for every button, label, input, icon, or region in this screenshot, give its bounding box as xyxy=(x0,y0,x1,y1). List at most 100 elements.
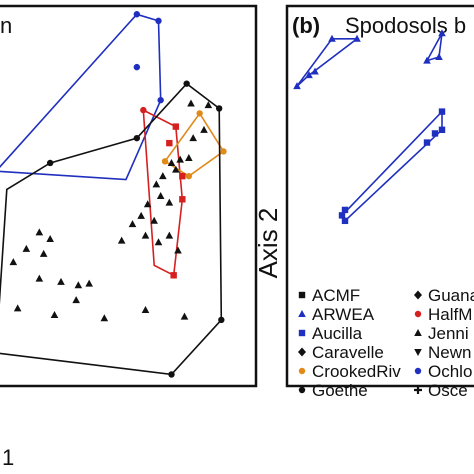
panel-b-hull-ARWEA xyxy=(296,37,360,87)
legend-marker-crookedriv xyxy=(298,367,306,375)
legend-label-osce: Osce xyxy=(428,381,468,400)
panel-a-point-25 xyxy=(143,200,152,208)
panel-a-hulls xyxy=(0,13,225,376)
panel-a-point-20 xyxy=(167,158,176,166)
panel-a-point-18 xyxy=(185,154,193,161)
legend-label-arwea: ARWEA xyxy=(312,305,375,324)
panel-a-point-22 xyxy=(159,172,167,180)
panel-a-frame xyxy=(0,4,258,388)
panel-b-points xyxy=(293,29,446,225)
panel-a-point-1 xyxy=(133,11,141,18)
panel-a-hull-orange xyxy=(163,111,225,178)
panel-a-point-15 xyxy=(204,101,213,109)
panel-a-point-12 xyxy=(161,158,169,165)
panel-a-point-32 xyxy=(117,236,126,244)
panel-b-point-12 xyxy=(431,130,439,137)
legend-marker-acmf xyxy=(298,291,306,299)
panel-b-point-2 xyxy=(311,67,319,75)
legend-label-ochlo: Ochlo xyxy=(428,362,472,381)
legend-label-aucilla: Aucilla xyxy=(312,324,363,343)
panel-a-hull-black xyxy=(0,82,223,376)
panel-a-point-53 xyxy=(215,105,223,112)
panel-b-point-11 xyxy=(423,139,431,146)
panel-b-point-14 xyxy=(438,108,446,115)
panel-a-point-43 xyxy=(85,279,93,287)
panel-a-point-36 xyxy=(46,234,54,242)
panel-b-point-7 xyxy=(435,52,443,60)
panel-b-legend: ACMFARWEAAucillaCaravelleCrookedRivGoeth… xyxy=(298,286,474,400)
panel-a-points xyxy=(9,11,227,378)
legend-label-acmf: ACMF xyxy=(312,286,360,305)
panel-a-point-9 xyxy=(170,272,177,279)
legend-marker-jenni xyxy=(414,329,422,336)
legend-marker-arwea xyxy=(298,310,306,317)
panel-a-point-0 xyxy=(133,63,141,71)
panel-a-point-11 xyxy=(220,148,227,155)
legend-marker-aucilla xyxy=(298,329,306,337)
panel-b-point-4 xyxy=(353,34,361,42)
panel-a-point-38 xyxy=(39,249,48,257)
panel-b-point-6 xyxy=(438,29,446,37)
panel-a-point-4 xyxy=(140,106,147,114)
panel-a-point-41 xyxy=(57,277,65,285)
panel-a-hull-blue xyxy=(0,13,162,181)
panel-a-point-8 xyxy=(179,196,186,203)
panel-a-point-27 xyxy=(137,211,145,219)
panel-a-point-46 xyxy=(13,304,22,312)
panel-a-point-49 xyxy=(180,312,189,320)
legend-marker-ochlo xyxy=(414,367,422,375)
legend-label-crookedriv: CrookedRiv xyxy=(312,362,401,381)
panel-a-point-37 xyxy=(22,244,31,252)
panel-a-point-6 xyxy=(166,139,173,147)
panel-a-point-29 xyxy=(128,220,137,228)
panel-a-point-16 xyxy=(200,125,208,133)
panel-a-point-19 xyxy=(176,155,184,163)
panel-a-point-52 xyxy=(183,80,190,87)
panel-a-point-42 xyxy=(74,281,83,289)
panel-a-point-24 xyxy=(156,192,165,199)
panel-b-point-8 xyxy=(338,212,346,219)
panel-a-point-23 xyxy=(152,180,161,188)
panel-a-point-2 xyxy=(157,96,164,104)
panel-a-point-13 xyxy=(185,172,193,180)
panel-b-point-5 xyxy=(423,56,431,64)
panel-a-point-33 xyxy=(154,238,163,246)
panel-a-point-35 xyxy=(35,228,44,236)
panel-a-point-55 xyxy=(168,371,175,378)
panel-a-point-40 xyxy=(35,274,44,282)
legend-marker-goethe xyxy=(298,386,306,394)
panel-a-point-5 xyxy=(172,123,180,130)
panel-a-point-34 xyxy=(174,246,182,254)
legend-marker-osce xyxy=(414,386,422,394)
panel-a-point-17 xyxy=(189,134,197,142)
panel-a-title-fragment: n xyxy=(0,13,12,38)
panel-a-point-51 xyxy=(133,134,141,142)
legend-marker-halfm xyxy=(414,310,422,318)
panel-a-point-45 xyxy=(50,310,59,318)
panel-a-hull-red xyxy=(142,108,184,277)
panel-a-point-10 xyxy=(196,110,203,117)
panel-a-point-7 xyxy=(179,172,186,180)
panel-b-hull-ARWEA-2 xyxy=(425,32,443,62)
legend-marker-guana xyxy=(414,290,422,300)
panel-a-point-21 xyxy=(172,165,180,173)
panel-a: n 1 xyxy=(0,4,258,470)
panel-a-point-30 xyxy=(141,231,150,239)
panel-a-point-3 xyxy=(155,17,162,25)
panel-a-point-50 xyxy=(46,159,54,167)
legend-label-goethe: Goethe xyxy=(312,381,368,400)
panel-a-point-47 xyxy=(100,314,109,322)
panel-a-point-28 xyxy=(150,216,158,224)
panel-b-point-13 xyxy=(438,126,446,134)
panel-a-point-54 xyxy=(218,316,225,324)
legend-label-caravelle: Caravelle xyxy=(312,343,384,362)
panel-b-point-1 xyxy=(305,71,313,79)
legend-label-guana: Guana xyxy=(428,286,474,305)
panel-a-point-31 xyxy=(165,231,174,239)
legend-marker-newn xyxy=(414,349,422,356)
legend-label-jenni: Jenni xyxy=(428,324,469,343)
panel-b-ylabel: Axis 2 xyxy=(253,208,283,279)
panel-b-title: Spodosols b xyxy=(345,13,466,38)
panel-b-hulls xyxy=(296,32,443,223)
